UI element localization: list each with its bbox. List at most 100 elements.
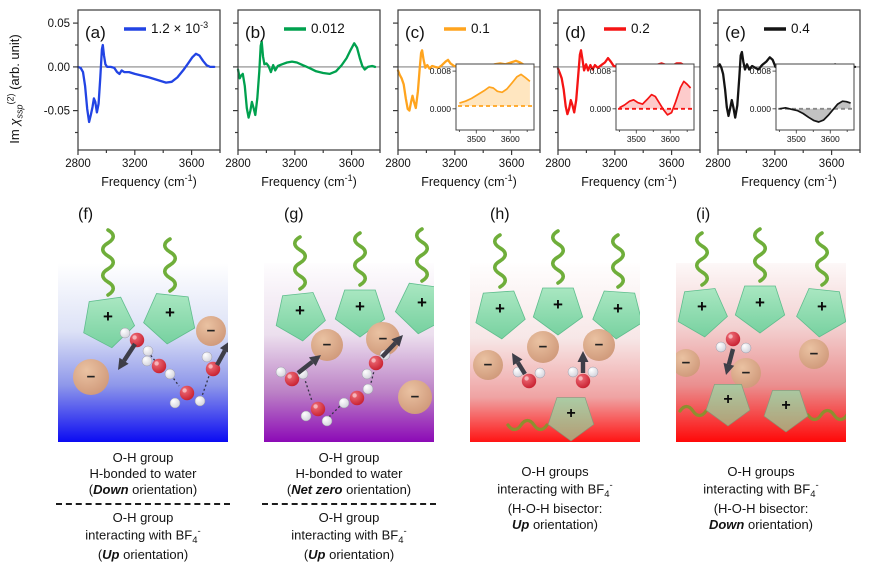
anion-bf4: − <box>799 339 829 369</box>
svg-text:−: − <box>484 357 493 374</box>
legend: 0.2 <box>604 21 650 36</box>
svg-text:2800: 2800 <box>705 158 731 170</box>
inset-fill <box>459 74 530 106</box>
svg-text:3500: 3500 <box>627 134 646 144</box>
panel-letter: (b) <box>245 23 266 42</box>
svg-text:2800: 2800 <box>225 158 251 170</box>
svg-text:+: + <box>781 397 790 414</box>
spectrum-panel-a-svg: 2800 3200 3600 0.05 0.00 -0.05 (a) 1.2 × 10-3 Fr… <box>44 9 221 189</box>
inset-curve <box>618 80 692 116</box>
cation-headgroup: + <box>532 287 584 336</box>
diagram-panel-h: (h) + + + − − − + O-H groups interacting with BF4… <box>464 206 646 563</box>
orientation-arrows <box>296 335 403 375</box>
svg-text:3500: 3500 <box>787 134 806 144</box>
svg-text:3600: 3600 <box>179 158 205 170</box>
y-axis-label-text: Im χssp(2) (arb. unit) <box>5 33 25 144</box>
anion-bf4: − <box>473 350 503 380</box>
panel-letter: (d) <box>565 23 586 42</box>
inset-fill <box>619 81 691 115</box>
diagram-scene(h): + + + − − − + <box>470 229 640 442</box>
diagram-caption: O-H groups interacting with BF4- (H-O-H bi… <box>703 464 819 532</box>
orientation-arrows <box>118 342 228 370</box>
svg-text:+: + <box>723 391 732 408</box>
spectra-row: Im χssp(2) (arb. unit) 2800 3200 3600 0.05 0… <box>0 0 871 192</box>
diagram-scene-wrap: + + + − − − + + <box>670 227 852 442</box>
svg-text:0.000: 0.000 <box>750 104 772 114</box>
cation-tails <box>292 227 430 291</box>
diagram-scene(i): + + +−−−+ + <box>676 227 846 442</box>
cation-tails <box>492 229 626 289</box>
svg-text:3200: 3200 <box>762 158 788 170</box>
diagram-panel-f: (f) + + − − O-H group H-bonded to water (Down o… <box>52 206 234 563</box>
svg-text:+: + <box>165 303 175 322</box>
svg-text:3200: 3200 <box>442 158 468 170</box>
inset-plot: 3500 3600 0.008 0.000 <box>750 63 855 144</box>
svg-text:−: − <box>539 339 548 356</box>
anion-bf4: − <box>398 380 432 414</box>
spectrum-curve <box>236 40 377 119</box>
diagram-scene-wrap: + + + − − − <box>258 227 440 442</box>
tick-labels: 2800 3200 3600 0.05 0.00 -0.05 <box>44 18 205 170</box>
svg-text:−: − <box>207 323 216 340</box>
panel-letter: (c) <box>405 23 425 42</box>
cation-headgroup: + <box>796 288 846 338</box>
axes-frame <box>393 9 541 155</box>
x-axis-label: Frequency (cm-1) <box>261 173 357 189</box>
x-axis-label: Frequency (cm-1) <box>101 173 197 189</box>
svg-text:3200: 3200 <box>602 158 628 170</box>
submerged-cation: + <box>678 384 751 427</box>
diagram-scene(g): + + +− −− <box>264 227 434 442</box>
caption-divider <box>262 503 436 506</box>
svg-text:−: − <box>379 331 388 348</box>
svg-text:+: + <box>755 293 765 312</box>
caption-divider <box>56 503 230 506</box>
cation-tails <box>100 228 178 297</box>
svg-text:3200: 3200 <box>122 158 148 170</box>
cation-headgroup: + <box>475 290 526 340</box>
diagram-panel-i: (i) + + + − − − + + O-H groups interacting with BF… <box>670 206 852 563</box>
diagram-letter: (h) <box>490 206 510 223</box>
spectra-panels: 2800 3200 3600 0.05 0.00 -0.05 (a) 1.2 × 10-3 Fr… <box>30 6 868 192</box>
svg-text:+: + <box>553 295 563 314</box>
svg-text:3600: 3600 <box>821 134 840 144</box>
svg-text:+: + <box>495 299 505 318</box>
tick-labels: 2800 3200 3600 <box>705 158 844 170</box>
spectrum-panel-d-svg: 2800 3200 3600 (d) 0.2 3500 3600 0.008 0.000 Freq… <box>545 9 701 189</box>
tick-labels: 2800 3200 3600 <box>225 158 364 170</box>
svg-text:+: + <box>417 293 427 312</box>
spectrum-panel-c-svg: 2800 3200 3600 (c) 0.1 3500 3600 0.008 0.000 Freq… <box>385 9 541 189</box>
water-molecule <box>141 355 176 380</box>
svg-text:+: + <box>697 297 707 316</box>
svg-text:2800: 2800 <box>385 158 411 170</box>
diagram-panel-g: (g) + + + − − − O-H group H-bonded to water (Net … <box>258 206 440 563</box>
legend-label: 1.2 × 10-3 <box>151 20 208 36</box>
spectrum-panel-b-svg: 2800 3200 3600 (b) 0.012 Frequency (cm-1) <box>225 9 381 189</box>
tick-labels: 2800 3200 3600 <box>385 158 524 170</box>
svg-text:−: − <box>810 346 819 363</box>
water-molecule <box>169 385 206 409</box>
svg-text:3600: 3600 <box>819 158 845 170</box>
diagram-caption: O-H group H-bonded to water (Net zero orie… <box>258 450 440 563</box>
inset-curve <box>779 100 851 123</box>
orientation-arrows <box>512 351 589 376</box>
submerged-cation-tail <box>506 418 549 432</box>
svg-text:2800: 2800 <box>65 158 91 170</box>
axes-frame <box>233 9 381 155</box>
diagram-scene(f): + + − − <box>58 228 228 442</box>
diagram-caption: O-H group H-bonded to water (Down orientat… <box>52 450 234 563</box>
svg-text:0.00: 0.00 <box>48 62 70 74</box>
svg-text:0.000: 0.000 <box>590 104 612 114</box>
tick-labels: 2800 3200 3600 <box>545 158 684 170</box>
legend-label: 0.012 <box>311 21 345 36</box>
submerged-cation: + <box>506 397 595 442</box>
spectrum-panel-e-svg: 2800 3200 3600 (e) 0.4 3500 3600 0.008 0.000 Freq… <box>705 9 861 189</box>
svg-text:0.05: 0.05 <box>48 18 70 30</box>
svg-text:−: − <box>87 369 96 386</box>
water-molecule <box>201 351 221 377</box>
legend-label: 0.4 <box>791 21 810 36</box>
axes-frame <box>713 9 861 155</box>
axes-frame <box>73 9 221 155</box>
svg-text:0.008: 0.008 <box>590 66 612 76</box>
cation-headgroup: + <box>143 293 196 345</box>
